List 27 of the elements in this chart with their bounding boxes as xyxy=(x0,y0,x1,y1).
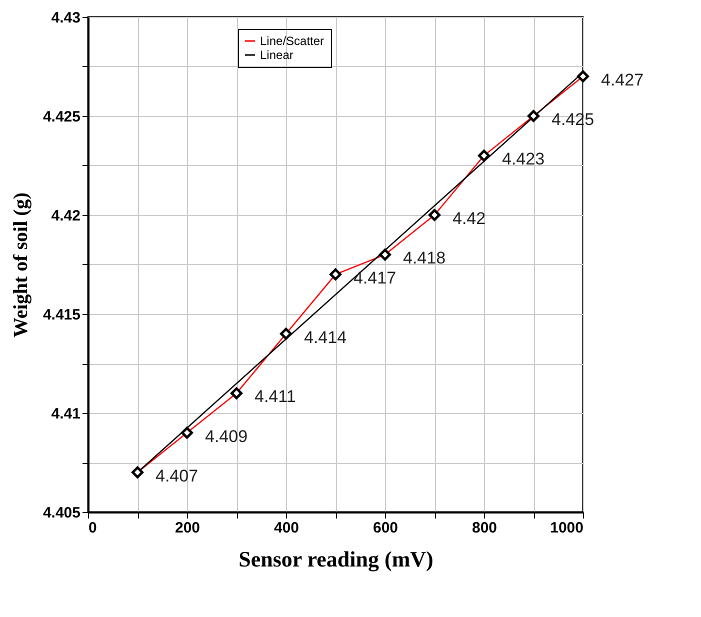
x-tick-label: 400 xyxy=(274,520,300,536)
x-tick-label: 200 xyxy=(174,520,200,536)
x-tick-label: 1000 xyxy=(550,520,584,536)
y-tick-label: 4.405 xyxy=(42,504,80,522)
legend-label: Line/Scatter xyxy=(260,34,324,48)
y-axis-title: Weight of soil (g) xyxy=(10,192,32,338)
x-tick-label: 600 xyxy=(372,520,398,536)
data-label: 4.423 xyxy=(502,150,545,169)
data-label: 4.411 xyxy=(254,387,296,406)
data-label: 4.414 xyxy=(304,328,347,347)
x-tick-label: 800 xyxy=(472,520,498,536)
data-label: 4.407 xyxy=(156,466,198,486)
data-label: 4.409 xyxy=(205,426,248,446)
x-axis-title: Sensor reading (mV) xyxy=(238,546,434,572)
y-tick-label: 4.415 xyxy=(42,306,80,324)
y-tick-label: 4.41 xyxy=(51,406,80,422)
data-label: 4.425 xyxy=(552,110,594,129)
y-tick-label: 4.425 xyxy=(42,108,80,126)
x-tick-label: 0 xyxy=(88,520,97,536)
data-label: 4.418 xyxy=(403,248,446,268)
legend-label: Linear xyxy=(260,48,294,62)
y-tick-label: 4.43 xyxy=(51,10,80,26)
y-tick-label: 4.42 xyxy=(51,208,80,224)
point xyxy=(132,466,144,478)
data-label: 4.417 xyxy=(354,268,396,288)
data-label: 4.42 xyxy=(452,209,486,228)
data-label: 4.427 xyxy=(601,70,644,90)
